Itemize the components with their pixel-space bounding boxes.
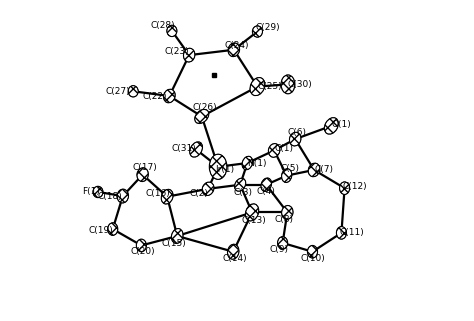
Text: C(30): C(30) <box>288 80 312 89</box>
Text: C(18): C(18) <box>98 192 123 201</box>
Text: C(9): C(9) <box>270 245 289 254</box>
Ellipse shape <box>235 178 246 191</box>
Ellipse shape <box>324 117 338 134</box>
Text: C(22): C(22) <box>142 92 166 101</box>
Text: C(17): C(17) <box>132 163 157 172</box>
Ellipse shape <box>161 189 173 204</box>
Text: C(14): C(14) <box>223 254 247 263</box>
Ellipse shape <box>253 26 263 37</box>
Text: C(2): C(2) <box>189 189 208 198</box>
Ellipse shape <box>93 186 103 198</box>
Ellipse shape <box>202 182 214 195</box>
Ellipse shape <box>172 229 183 243</box>
Ellipse shape <box>242 156 253 170</box>
Text: C(23): C(23) <box>165 47 190 56</box>
Text: C(15): C(15) <box>162 239 186 248</box>
Ellipse shape <box>337 227 346 239</box>
Ellipse shape <box>308 246 318 258</box>
Text: C(7): C(7) <box>315 165 334 174</box>
Text: O(1): O(1) <box>332 119 351 128</box>
Ellipse shape <box>268 143 280 157</box>
Ellipse shape <box>250 78 265 96</box>
Ellipse shape <box>190 142 202 157</box>
Ellipse shape <box>128 86 138 97</box>
Text: C(26): C(26) <box>192 103 217 112</box>
Text: C(28): C(28) <box>150 22 175 30</box>
Ellipse shape <box>282 205 293 219</box>
Ellipse shape <box>278 237 288 249</box>
Ellipse shape <box>164 89 175 103</box>
Ellipse shape <box>137 168 148 182</box>
Ellipse shape <box>228 244 239 259</box>
Text: C(4): C(4) <box>257 187 276 196</box>
Ellipse shape <box>117 189 128 203</box>
Text: C(12): C(12) <box>342 182 367 191</box>
Ellipse shape <box>290 132 301 146</box>
Text: F(1): F(1) <box>82 187 100 196</box>
Text: N(1): N(1) <box>247 159 266 168</box>
Ellipse shape <box>183 48 195 62</box>
Text: C(10): C(10) <box>300 254 325 263</box>
Ellipse shape <box>281 75 295 94</box>
Text: C(6): C(6) <box>288 128 307 137</box>
Text: C(8): C(8) <box>275 215 294 224</box>
Text: C(29): C(29) <box>255 22 280 31</box>
Text: Ir(1): Ir(1) <box>216 165 235 174</box>
Ellipse shape <box>195 109 209 124</box>
Text: C(31): C(31) <box>172 144 197 153</box>
Ellipse shape <box>167 25 177 37</box>
Ellipse shape <box>210 154 227 179</box>
Text: C(13): C(13) <box>242 216 266 225</box>
Ellipse shape <box>108 223 118 235</box>
Ellipse shape <box>246 204 259 221</box>
Text: C(27): C(27) <box>106 87 130 96</box>
Text: C(11): C(11) <box>339 228 364 237</box>
Text: C(5): C(5) <box>280 164 300 173</box>
Text: C(1): C(1) <box>274 144 293 153</box>
Text: C(16): C(16) <box>146 189 170 198</box>
Ellipse shape <box>261 178 272 191</box>
Text: C(25): C(25) <box>257 82 282 91</box>
Ellipse shape <box>308 163 320 177</box>
Ellipse shape <box>339 182 350 195</box>
Ellipse shape <box>228 43 240 56</box>
Text: C(19): C(19) <box>89 226 113 235</box>
Text: C(24): C(24) <box>225 41 249 50</box>
Text: C(20): C(20) <box>131 247 155 256</box>
Ellipse shape <box>137 239 146 252</box>
Text: C(3): C(3) <box>233 188 252 197</box>
Ellipse shape <box>282 169 292 182</box>
